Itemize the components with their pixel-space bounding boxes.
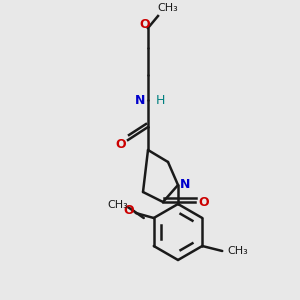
Text: N: N	[180, 178, 190, 191]
Text: N: N	[135, 94, 145, 106]
Text: CH₃: CH₃	[227, 246, 248, 256]
Text: CH₃: CH₃	[158, 3, 178, 13]
Text: O: O	[140, 17, 150, 31]
Text: H: H	[156, 94, 165, 106]
Text: O: O	[198, 196, 208, 208]
Text: O: O	[123, 205, 134, 218]
Text: O: O	[116, 137, 126, 151]
Text: CH₃: CH₃	[107, 200, 128, 210]
